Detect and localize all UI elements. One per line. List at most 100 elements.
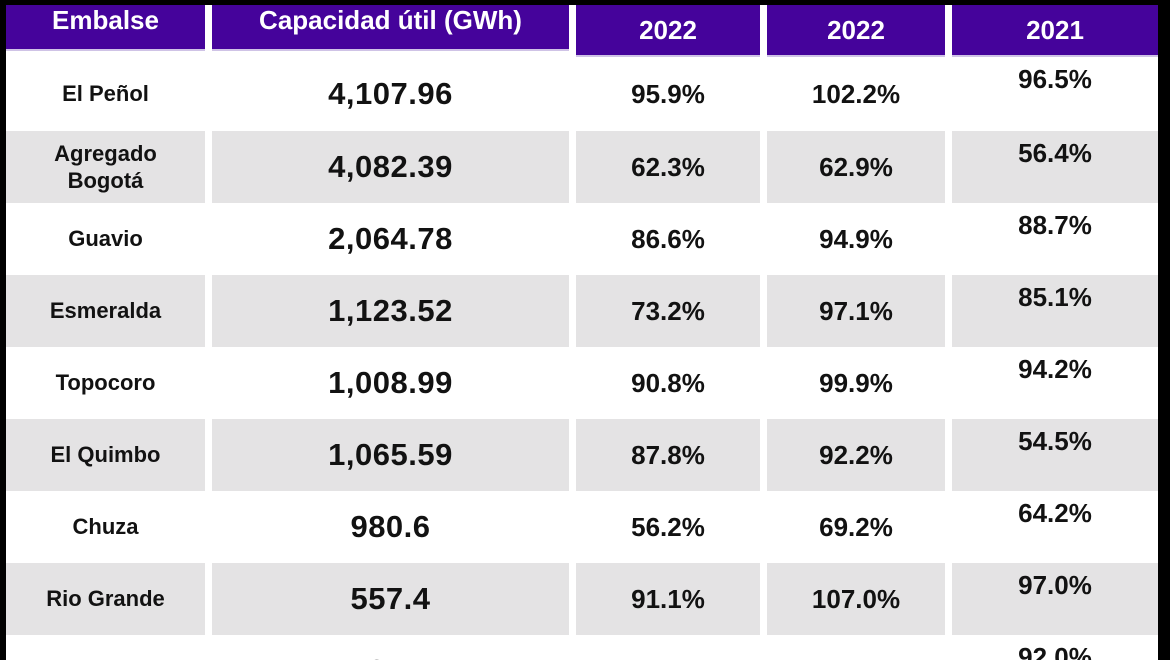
cell-value: 95.9%	[631, 78, 705, 109]
table-body: El Peñol 4,107.96 95.9% 102.2% 96.5% Agregado…	[6, 57, 1158, 660]
pct-2022-first-cell: 56.2%	[576, 491, 760, 563]
cell-value: 94.2%	[1018, 354, 1092, 384]
pct-2022-second-cell: 107.0%	[767, 563, 945, 635]
capacity-cell: 1,065.59	[212, 419, 569, 491]
cell-value: 56.2%	[631, 511, 705, 542]
cell-value: 980.6	[350, 509, 431, 544]
pct-2021-cell: 64.2%	[952, 491, 1158, 563]
table-row: Agregado Bogotá 4,082.39 62.3% 62.9% 56.4%	[6, 131, 1158, 203]
pct-2022-second-cell: 97.1%	[767, 275, 945, 347]
capacity-cell: 1,008.99	[212, 347, 569, 419]
cell-value: 85.1%	[1018, 282, 1092, 312]
pct-2021-cell: 85.1%	[952, 275, 1158, 347]
header-row: Embalse Capacidad útil (GWh) 2022 2022 2…	[6, 5, 1158, 57]
cell-value: 54.5%	[1018, 426, 1092, 456]
cell-value: Guavio	[68, 226, 143, 252]
table-row: Esmeralda 1,123.52 73.2% 97.1% 85.1%	[6, 275, 1158, 347]
pct-2022-second-cell: 99.9%	[767, 347, 945, 419]
reservoir-name-cell: Agregado Bogotá	[6, 131, 205, 203]
cell-value: 99.9%	[819, 367, 893, 398]
cell-value: 64.2%	[1018, 498, 1092, 528]
cell-value: Topocoro	[55, 370, 156, 396]
cell-value: 73.2%	[631, 295, 705, 326]
pct-2021-cell: 54.5%	[952, 419, 1158, 491]
cell-value: Chuza	[72, 514, 139, 540]
table-row: Topocoro 1,008.99 90.8% 99.9% 94.2%	[6, 347, 1158, 419]
cell-value: 557.4	[350, 581, 431, 616]
cell-value: Esmeralda	[49, 298, 162, 324]
pct-2022-second-cell: 102.2%	[767, 57, 945, 131]
cell-value: Rio Grande	[46, 586, 165, 612]
cell-value: 87.8%	[631, 439, 705, 470]
column-header-label: Capacidad útil (GWh)	[259, 5, 522, 35]
pct-2021-cell: 56.4%	[952, 131, 1158, 203]
column-header-2022-first: 2022	[576, 5, 760, 57]
pct-2021-cell: 97.0%	[952, 563, 1158, 635]
table-row: El Quimbo 1,065.59 87.8% 92.2% 54.5%	[6, 419, 1158, 491]
pct-2022-second-cell: 69.2%	[767, 491, 945, 563]
pct-2022-first-cell: 86.6%	[576, 203, 760, 275]
pct-2022-second-cell: 94.9%	[767, 203, 945, 275]
table-row: Chuza 980.6 56.2% 69.2% 64.2%	[6, 491, 1158, 563]
pct-2022-first-cell: 87.8%	[576, 419, 760, 491]
column-header-2021: 2021	[952, 5, 1158, 57]
pct-2022-first-cell: 90.8%	[576, 347, 760, 419]
capacity-cell: 2,064.78	[212, 203, 569, 275]
reservoir-name-cell: Rio Grande	[6, 563, 205, 635]
cell-value: 1,065.59	[328, 437, 453, 472]
cell-value: 434.7	[350, 653, 430, 660]
cell-value: 102.2%	[811, 78, 901, 109]
reservoir-name-cell: Topocoro	[6, 347, 205, 419]
cell-value: El Peñol	[62, 81, 149, 107]
cell-value: 107.0%	[811, 583, 901, 614]
cell-value: 105.7%	[812, 656, 900, 660]
column-header-capacidad-util: Capacidad útil (GWh)	[212, 5, 569, 51]
reservoir-name-cell	[6, 635, 205, 660]
pct-2022-second-cell: 92.2%	[767, 419, 945, 491]
pct-2021-cell: 88.7%	[952, 203, 1158, 275]
column-header-label: 2021	[1026, 14, 1084, 45]
reservoir-name-cell: Guavio	[6, 203, 205, 275]
cell-value: 2,064.78	[328, 221, 453, 256]
column-header-label: Embalse	[52, 5, 159, 35]
cell-value: 56.4%	[1018, 138, 1092, 168]
column-header-2022-second: 2022	[767, 5, 945, 57]
reservoir-name-cell: El Quimbo	[6, 419, 205, 491]
cell-value: 92.0%	[1018, 642, 1092, 660]
pct-2022-second-cell: 62.9%	[767, 131, 945, 203]
cell-value: El Quimbo	[50, 442, 161, 468]
cell-value: 88.7%	[1018, 210, 1092, 240]
reservoir-name-cell: Esmeralda	[6, 275, 205, 347]
cell-value: 91.1%	[631, 583, 705, 614]
pct-2021-cell: 96.5%	[952, 57, 1158, 131]
capacity-cell: 4,082.39	[212, 131, 569, 203]
cell-value: 4,082.39	[328, 149, 453, 184]
cell-value: 69.2%	[819, 511, 893, 542]
pct-2022-first-cell: 73.2%	[576, 275, 760, 347]
pct-2022-first-cell: 62.3%	[576, 131, 760, 203]
reservoir-name-cell: Chuza	[6, 491, 205, 563]
cell-value: 4,107.96	[328, 76, 453, 111]
cell-value: 1,008.99	[328, 365, 453, 400]
column-header-embalse: Embalse	[6, 5, 205, 51]
cell-value: 1,123.52	[328, 293, 453, 328]
cell-value: 92.7%	[631, 656, 705, 660]
column-header-label: 2022	[639, 14, 697, 45]
column-header-label: 2022	[827, 14, 885, 45]
cell-value: 92.2%	[819, 439, 893, 470]
cell-value: 97.1%	[819, 295, 893, 326]
capacity-cell: 557.4	[212, 563, 569, 635]
table-row: Guavio 2,064.78 86.6% 94.9% 88.7%	[6, 203, 1158, 275]
pct-2022-first-cell: 91.1%	[576, 563, 760, 635]
pct-2022-first-cell: 92.7%	[576, 635, 760, 660]
pct-2021-cell: 92.0%	[952, 635, 1158, 660]
capacity-cell: 980.6	[212, 491, 569, 563]
table-row: Rio Grande 557.4 91.1% 107.0% 97.0%	[6, 563, 1158, 635]
cell-value: 86.6%	[631, 223, 705, 254]
reservoir-table: Embalse Capacidad útil (GWh) 2022 2022 2…	[6, 5, 1158, 660]
reservoir-name-cell: El Peñol	[6, 57, 205, 131]
table-row: El Peñol 4,107.96 95.9% 102.2% 96.5%	[6, 57, 1158, 131]
capacity-cell: 4,107.96	[212, 57, 569, 131]
pct-2022-first-cell: 95.9%	[576, 57, 760, 131]
cell-value: 97.0%	[1018, 570, 1092, 600]
